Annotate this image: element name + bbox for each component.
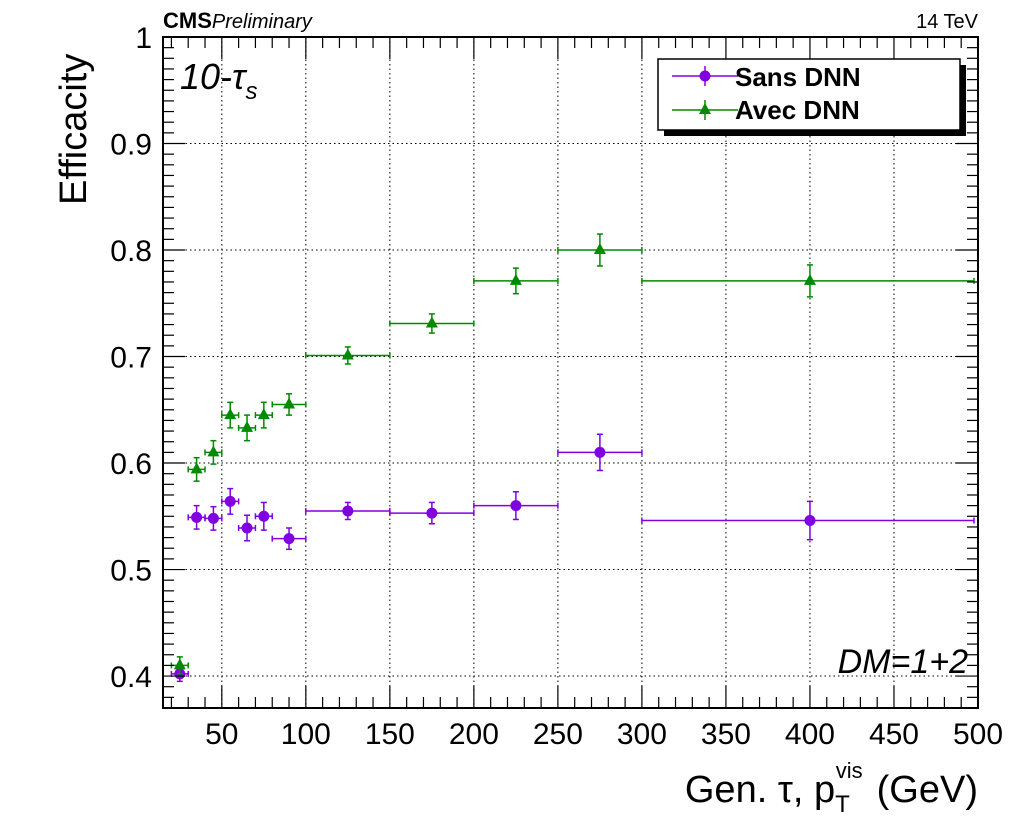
sample-label: 10-τ: [180, 56, 248, 97]
data-point: [283, 397, 296, 409]
x-tick-label: 50: [205, 718, 238, 751]
legend-marker-sans-dnn: [699, 70, 711, 82]
x-axis-title: Gen. τ, pTvis (GeV): [685, 758, 978, 818]
plot-area: [163, 37, 978, 708]
x-tick-label: 450: [869, 718, 919, 751]
data-point: [190, 462, 203, 474]
x-axis-title-unit: (GeV): [877, 769, 978, 811]
data-point: [207, 445, 220, 457]
data-point: [241, 522, 253, 534]
data-point: [241, 420, 254, 432]
y-tick-label: 0.6: [110, 448, 152, 481]
experiment-header: CMSPreliminary: [163, 8, 313, 33]
status-label: Preliminary: [212, 11, 313, 33]
data-layer: [170, 233, 975, 683]
y-tick-labels: 0.4 0.5 0.6 0.7 0.8 0.9 1: [110, 22, 152, 694]
y-tick-label: 0.5: [110, 555, 152, 588]
x-tick-label: 400: [785, 718, 835, 751]
data-point: [510, 500, 522, 512]
y-tick-label: 1: [135, 22, 152, 55]
data-point: [593, 243, 606, 255]
axis-ticks: [163, 36, 979, 708]
x-tick-label: 250: [533, 718, 583, 751]
x-tick-label: 500: [953, 718, 1003, 751]
sample-subscript: s: [246, 78, 258, 105]
y-axis-title: Efficacity: [53, 54, 95, 205]
data-point: [341, 348, 354, 360]
x-axis-title-subscript: T: [835, 791, 850, 818]
legend-label-avec-dnn: Avec DNN: [735, 95, 860, 125]
x-tick-label: 100: [281, 718, 331, 751]
y-tick-label: 0.4: [110, 661, 152, 694]
data-point: [425, 316, 438, 328]
data-point: [426, 507, 438, 519]
plot-frame: [162, 36, 979, 709]
legend: Sans DNN Avec DNN: [657, 58, 966, 136]
data-point: [191, 511, 203, 523]
data-point: [207, 512, 219, 524]
y-tick-label: 0.9: [110, 129, 152, 162]
data-point: [283, 533, 295, 545]
data-point: [224, 408, 237, 420]
decay-mode-annotation: DM=1+2: [838, 643, 968, 681]
legend-marker-avec-dnn: [699, 103, 711, 114]
sample-annotation: 10-τs: [180, 56, 258, 105]
experiment-label: CMS: [163, 8, 212, 33]
x-tick-labels: 50 100 150 200 250 300 350 400 450 500: [205, 718, 1003, 751]
x-axis-title-main: Gen. τ, p: [685, 769, 835, 811]
legend-box: [657, 58, 961, 131]
x-axis-title-superscript: vis: [836, 758, 863, 783]
data-point: [804, 515, 816, 527]
x-tick-label: 300: [617, 718, 667, 751]
legend-label-sans-dnn: Sans DNN: [735, 62, 861, 92]
y-tick-label: 0.7: [110, 342, 152, 375]
x-tick-label: 200: [449, 718, 499, 751]
y-tick-label: 0.8: [110, 235, 152, 268]
data-point: [173, 658, 186, 670]
data-point: [594, 446, 606, 458]
data-point: [342, 505, 354, 517]
x-tick-label: 350: [701, 718, 751, 751]
energy-label: 14 TeV: [916, 11, 979, 33]
data-point: [258, 510, 270, 522]
x-tick-label: 150: [365, 718, 415, 751]
data-point: [509, 273, 522, 285]
data-point: [257, 408, 270, 420]
series-avec-dnn: [170, 233, 975, 675]
data-point: [803, 273, 816, 285]
data-point: [224, 495, 236, 507]
